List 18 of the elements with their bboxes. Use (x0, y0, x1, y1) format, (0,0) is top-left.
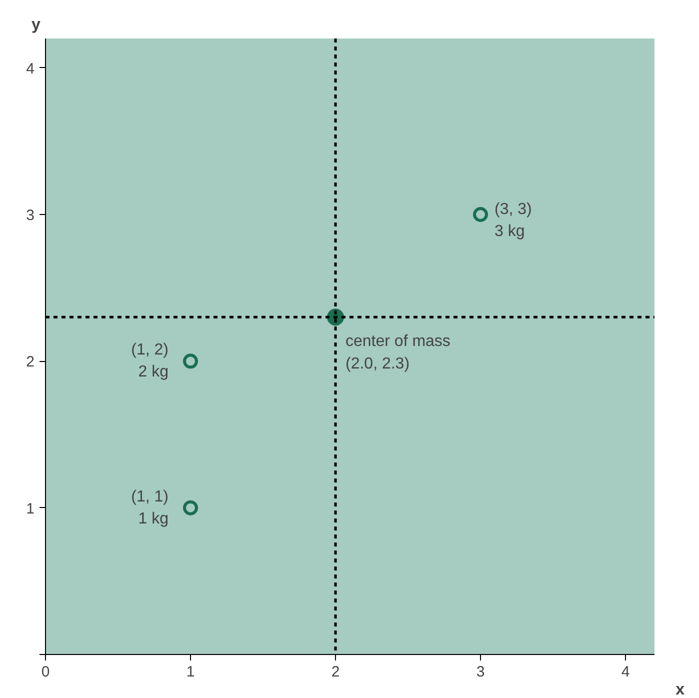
x-tick-label: 1 (186, 664, 195, 680)
x-tick-label: 0 (41, 664, 50, 680)
x-tick-label: 3 (476, 664, 485, 680)
x-axis-title: x (676, 682, 685, 698)
y-tick-label: 2 (26, 354, 34, 371)
point (473, 207, 488, 222)
y-axis-title: y (32, 16, 40, 34)
annotation: (1, 1) 1 kg (131, 488, 169, 528)
x-tick-label: 4 (621, 664, 630, 680)
y-tick-label: 3 (26, 207, 34, 224)
annotation: (3, 3) 3 kg (494, 200, 532, 240)
annotation: center of mass (2.0, 2.3) (346, 333, 450, 372)
point (183, 354, 198, 369)
y-tick-label: 4 (26, 60, 34, 78)
point (183, 500, 198, 516)
x-tick-label: 2 (331, 664, 340, 680)
y-tick-label: 1 (26, 500, 34, 518)
annotation: (1, 2) 2 kg (131, 342, 169, 381)
